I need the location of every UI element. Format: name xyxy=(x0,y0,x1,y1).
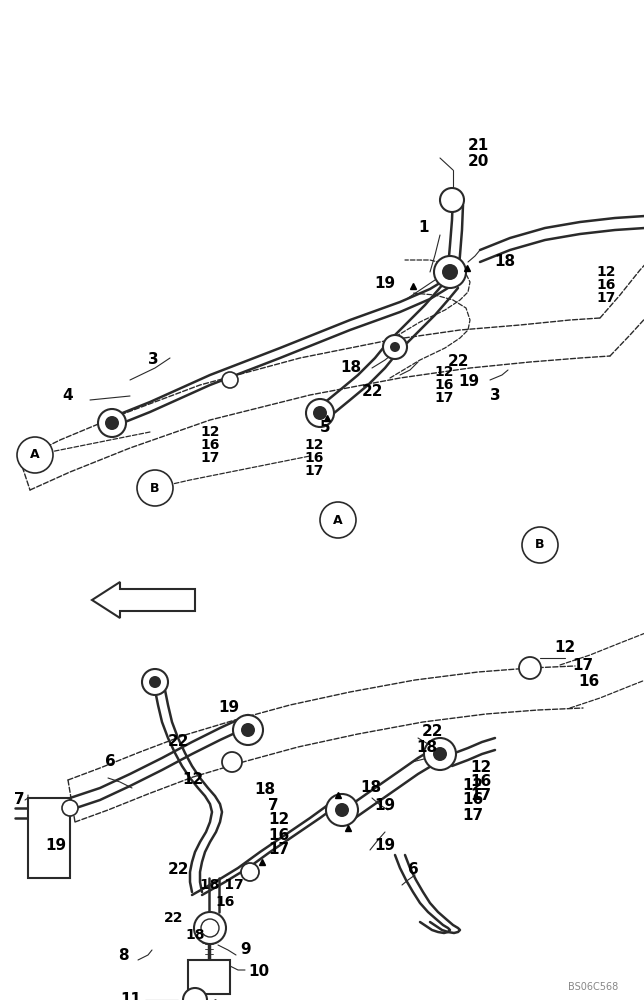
Text: 5: 5 xyxy=(320,420,330,436)
Circle shape xyxy=(201,919,219,937)
Text: BS06C568: BS06C568 xyxy=(568,982,618,992)
Text: 12: 12 xyxy=(304,438,323,452)
Text: A: A xyxy=(30,448,40,462)
Text: 21: 21 xyxy=(468,137,489,152)
Text: 7: 7 xyxy=(14,792,24,808)
Text: 19: 19 xyxy=(218,700,239,716)
Text: 18: 18 xyxy=(416,740,437,756)
Text: 12: 12 xyxy=(200,425,220,439)
Circle shape xyxy=(434,256,466,288)
Circle shape xyxy=(383,335,407,359)
Text: B: B xyxy=(535,538,545,552)
Text: 19: 19 xyxy=(374,276,395,292)
Text: 3: 3 xyxy=(148,353,158,367)
Circle shape xyxy=(142,669,168,695)
Circle shape xyxy=(233,715,263,745)
FancyArrow shape xyxy=(92,582,195,618)
Circle shape xyxy=(326,794,358,826)
Bar xyxy=(188,960,230,994)
Text: 9: 9 xyxy=(240,942,251,958)
Text: 16: 16 xyxy=(578,674,600,690)
Text: 18: 18 xyxy=(254,782,275,798)
Text: 3: 3 xyxy=(490,387,500,402)
Circle shape xyxy=(194,912,226,944)
Circle shape xyxy=(241,723,255,737)
Circle shape xyxy=(105,416,119,430)
Text: 22: 22 xyxy=(164,911,184,925)
Text: 17: 17 xyxy=(304,464,323,478)
Circle shape xyxy=(320,502,356,538)
Text: 16: 16 xyxy=(462,792,483,808)
Text: 12: 12 xyxy=(268,812,289,828)
Text: 19: 19 xyxy=(45,838,66,852)
Circle shape xyxy=(313,406,327,420)
Text: 22: 22 xyxy=(448,355,469,369)
Text: B: B xyxy=(150,482,160,494)
Text: 17: 17 xyxy=(434,391,453,405)
Text: 12: 12 xyxy=(554,641,575,656)
Text: 12: 12 xyxy=(182,772,204,788)
Text: 22: 22 xyxy=(422,724,444,740)
Circle shape xyxy=(522,527,558,563)
Text: 19: 19 xyxy=(374,838,395,852)
Text: 20: 20 xyxy=(468,154,489,169)
Text: 7: 7 xyxy=(268,798,279,812)
Text: A: A xyxy=(333,514,343,526)
Text: 16: 16 xyxy=(470,774,491,790)
Circle shape xyxy=(149,676,161,688)
Circle shape xyxy=(390,342,400,352)
Text: 17: 17 xyxy=(200,451,220,465)
Text: 6: 6 xyxy=(105,754,116,770)
Text: 17: 17 xyxy=(470,788,491,804)
Text: 11: 11 xyxy=(120,992,141,1000)
Circle shape xyxy=(335,803,349,817)
Bar xyxy=(28,798,70,878)
Text: 22: 22 xyxy=(168,734,189,750)
Circle shape xyxy=(424,738,456,770)
Text: 8: 8 xyxy=(118,948,129,962)
Text: 12: 12 xyxy=(434,365,453,379)
Text: 18: 18 xyxy=(185,928,205,942)
Circle shape xyxy=(183,988,207,1000)
Text: 12: 12 xyxy=(462,778,483,792)
Text: 22: 22 xyxy=(168,862,189,878)
Circle shape xyxy=(519,657,541,679)
Text: 17: 17 xyxy=(596,291,616,305)
Circle shape xyxy=(222,752,242,772)
Circle shape xyxy=(222,372,238,388)
Text: 16: 16 xyxy=(215,895,234,909)
Text: 18: 18 xyxy=(360,780,381,796)
Text: 12: 12 xyxy=(596,265,616,279)
Circle shape xyxy=(62,800,78,816)
Text: 10: 10 xyxy=(248,964,269,980)
Circle shape xyxy=(433,747,447,761)
Text: 18: 18 xyxy=(494,254,515,269)
Circle shape xyxy=(442,264,458,280)
Text: 1: 1 xyxy=(418,221,428,235)
Text: 22: 22 xyxy=(362,384,383,399)
Text: 17: 17 xyxy=(572,658,593,672)
Text: 18: 18 xyxy=(340,360,361,375)
Text: 16: 16 xyxy=(434,378,453,392)
Circle shape xyxy=(241,863,259,881)
Text: 4: 4 xyxy=(62,387,73,402)
Text: 16: 16 xyxy=(304,451,323,465)
Circle shape xyxy=(306,399,334,427)
Text: 18 17: 18 17 xyxy=(200,878,243,892)
Text: 16: 16 xyxy=(200,438,220,452)
Circle shape xyxy=(98,409,126,437)
Text: 6: 6 xyxy=(408,862,419,878)
Circle shape xyxy=(440,188,464,212)
Text: 12: 12 xyxy=(470,760,491,776)
Text: 17: 17 xyxy=(268,842,289,857)
Text: 17: 17 xyxy=(462,808,483,822)
Text: 16: 16 xyxy=(268,828,289,842)
Text: 19: 19 xyxy=(458,374,479,389)
Text: 19: 19 xyxy=(374,798,395,812)
Text: 16: 16 xyxy=(596,278,616,292)
Circle shape xyxy=(137,470,173,506)
Circle shape xyxy=(17,437,53,473)
